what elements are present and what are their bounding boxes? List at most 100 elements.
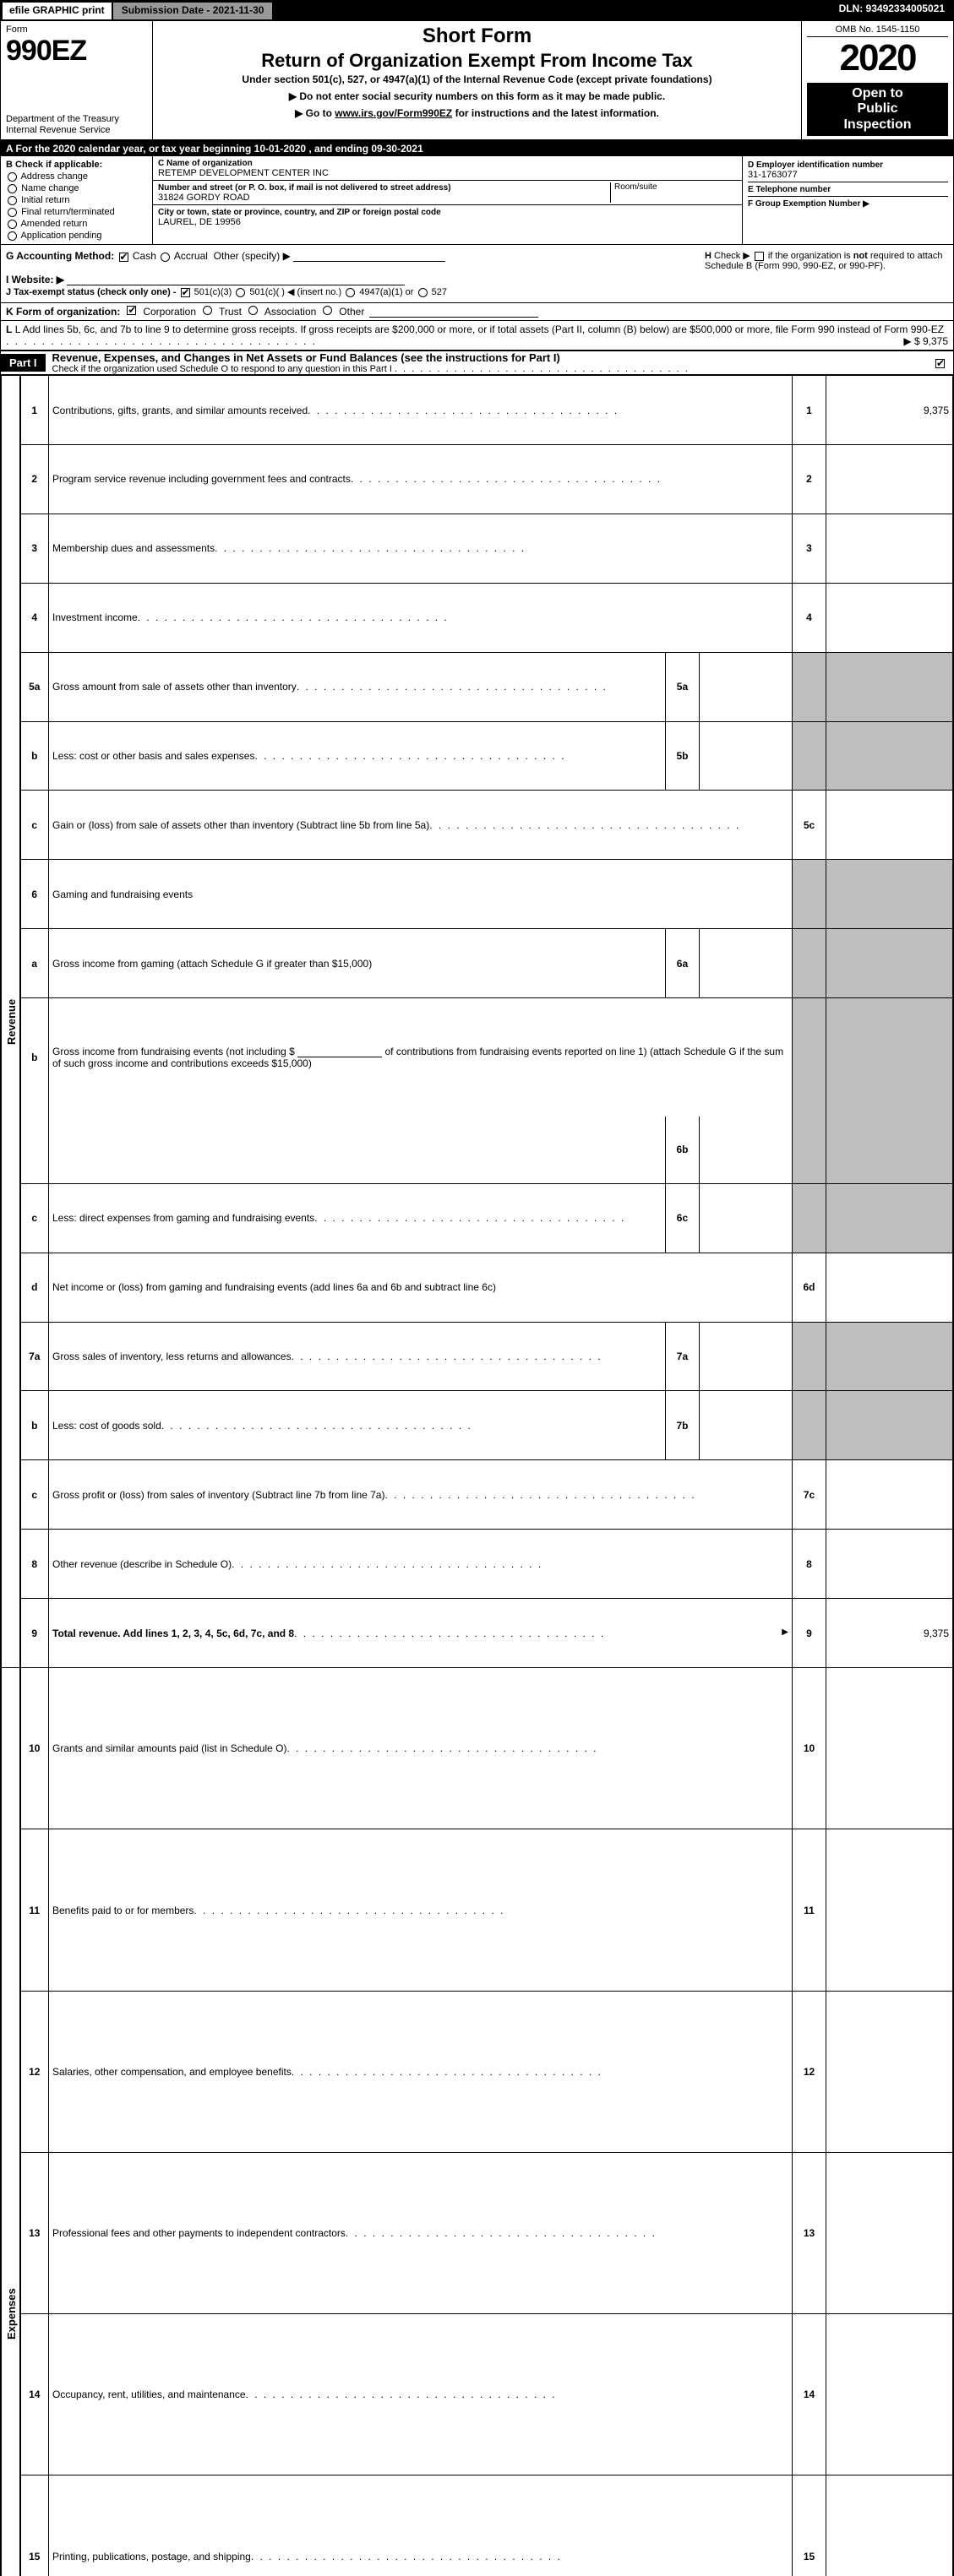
chk-cash[interactable]: [119, 253, 128, 262]
chk-address-change[interactable]: [8, 172, 17, 182]
line-7a-row: 7a Gross sales of inventory, less return…: [2, 1322, 953, 1391]
line-6-desc: Gaming and fundraising events: [49, 860, 793, 929]
line-2-amount: [826, 445, 953, 514]
line-5b-grey-amt: [826, 721, 953, 791]
line-6-grey: [793, 860, 826, 929]
part-i-table: Revenue 1 Contributions, gifts, grants, …: [1, 375, 953, 2576]
line-4-num: 4: [20, 583, 49, 652]
line-11-num: 11: [20, 1829, 49, 1991]
line-15-row: 15 Printing, publications, postage, and …: [2, 2475, 953, 2576]
line-6c-num: c: [20, 1183, 49, 1253]
line-5c-rnum: 5c: [793, 791, 826, 860]
line-6a-num: a: [20, 929, 49, 998]
chk-association[interactable]: [248, 306, 258, 315]
irs-link[interactable]: www.irs.gov/Form990EZ: [335, 107, 452, 119]
line-6a-row: a Gross income from gaming (attach Sched…: [2, 929, 953, 998]
line-6d-num: d: [20, 1253, 49, 1322]
line-3-num: 3: [20, 514, 49, 583]
chk-trust[interactable]: [203, 306, 212, 315]
line-6d-amount: [826, 1253, 953, 1322]
row-g-h: G Accounting Method: Cash Accrual Other …: [1, 245, 953, 303]
line-10-desc: Grants and similar amounts paid (list in…: [49, 1668, 793, 1829]
line-6-grey-amt: [826, 860, 953, 929]
line-7a-num: 7a: [20, 1322, 49, 1391]
line-5b-row: b Less: cost or other basis and sales ex…: [2, 721, 953, 791]
line-3-desc: Membership dues and assessments: [49, 514, 793, 583]
tax-year: 2020: [840, 37, 916, 79]
submission-date: Submission Date - 2021-11-30: [113, 1, 275, 21]
line-9-rnum: 9: [793, 1599, 826, 1668]
sidelabel-expenses: Expenses: [2, 1668, 20, 2576]
chk-corporation[interactable]: [127, 306, 136, 315]
lbl-association: Association: [264, 306, 316, 318]
go-to-suffix: for instructions and the latest informat…: [452, 107, 659, 119]
e-phone-label: E Telephone number: [748, 185, 831, 194]
i-label: I Website: ▶: [6, 274, 64, 285]
line-4-row: 4 Investment income 4: [2, 583, 953, 652]
line-7a-grey: [793, 1322, 826, 1391]
lbl-initial-return: Initial return: [21, 195, 69, 205]
section-b-title: B Check if applicable:: [6, 160, 147, 170]
department-treasury: Department of the Treasury Internal Reve…: [6, 114, 147, 136]
line-5b-num: b: [20, 721, 49, 791]
line-4-rnum: 4: [793, 583, 826, 652]
website-field[interactable]: [67, 274, 405, 285]
ein-value: 31-1763077: [748, 170, 798, 180]
line-11-rnum: 11: [793, 1829, 826, 1991]
line-8-row: 8 Other revenue (describe in Schedule O)…: [2, 1530, 953, 1599]
l-text: L Add lines 5b, 6c, and 7b to line 9 to …: [15, 323, 944, 335]
line-8-desc: Other revenue (describe in Schedule O): [49, 1530, 793, 1599]
line-6b-num: b: [20, 998, 49, 1117]
chk-amended-return[interactable]: [8, 220, 17, 229]
section-d-e-f: D Employer identification number 31-1763…: [742, 156, 953, 244]
line-6d-rnum: 6d: [793, 1253, 826, 1322]
form-label: Form: [6, 24, 147, 35]
chk-accrual[interactable]: [161, 253, 170, 262]
chk-schedule-o-used[interactable]: [935, 359, 945, 368]
line-6c-subval: [699, 1183, 792, 1253]
section-c-name-address: C Name of organization RETEMP DEVELOPMEN…: [153, 156, 742, 244]
chk-501c-other[interactable]: [236, 288, 245, 297]
line-1-row: Revenue 1 Contributions, gifts, grants, …: [2, 376, 953, 445]
line-7a-subval: [699, 1322, 792, 1391]
line-5a-subval: [699, 652, 792, 721]
line-7b-grey-amt: [826, 1391, 953, 1460]
chk-schedule-b-not-required[interactable]: [755, 252, 764, 261]
line-6c-sub: 6c: [665, 1183, 699, 1253]
line-5a-sub: 5a: [665, 652, 699, 721]
line-a-tax-year: A For the 2020 calendar year, or tax yea…: [1, 141, 953, 156]
short-form-title: Short Form: [422, 24, 532, 48]
line-11-desc: Benefits paid to or for members: [49, 1829, 793, 1991]
line-6b-blank[interactable]: [297, 1046, 382, 1057]
chk-name-change[interactable]: [8, 184, 17, 193]
line-6b-sub-row: 6b: [2, 1117, 953, 1184]
line-11-amount: [826, 1829, 953, 1991]
chk-4947a1[interactable]: [346, 288, 355, 297]
other-org-field[interactable]: [369, 306, 538, 318]
line-14-desc: Occupancy, rent, utilities, and maintena…: [49, 2314, 793, 2475]
do-not-enter-text: ▶ Do not enter social security numbers o…: [289, 90, 665, 102]
line-15-amount: [826, 2475, 953, 2576]
line-6a-desc: Gross income from gaming (attach Schedul…: [49, 929, 666, 998]
chk-527[interactable]: [418, 288, 428, 297]
org-name: RETEMP DEVELOPMENT CENTER INC: [158, 168, 329, 178]
line-4-desc: Investment income: [49, 583, 793, 652]
f-group-exemption-label: F Group Exemption Number ▶: [748, 199, 870, 209]
other-specify-field[interactable]: [293, 250, 445, 262]
line-7b-num: b: [20, 1391, 49, 1460]
j-label: J Tax-exempt status (check only one) -: [6, 287, 177, 297]
line-5b-sub: 5b: [665, 721, 699, 791]
line-7c-rnum: 7c: [793, 1460, 826, 1530]
chk-other-org[interactable]: [323, 306, 332, 315]
lbl-accrual: Accrual: [174, 250, 208, 262]
line-5a-grey-amt: [826, 652, 953, 721]
go-to-irs-text: ▶ Go to www.irs.gov/Form990EZ for instru…: [295, 107, 659, 119]
chk-application-pending[interactable]: [8, 231, 17, 241]
chk-initial-return[interactable]: [8, 196, 17, 205]
line-6b-desc-cont: [49, 1117, 666, 1184]
line-6b-desc1: Gross income from fundraising events (no…: [49, 998, 793, 1117]
c-name-label: C Name of organization: [158, 159, 253, 168]
chk-final-return[interactable]: [8, 208, 17, 217]
chk-501c3[interactable]: [181, 288, 190, 297]
line-14-row: 14 Occupancy, rent, utilities, and maint…: [2, 2314, 953, 2475]
